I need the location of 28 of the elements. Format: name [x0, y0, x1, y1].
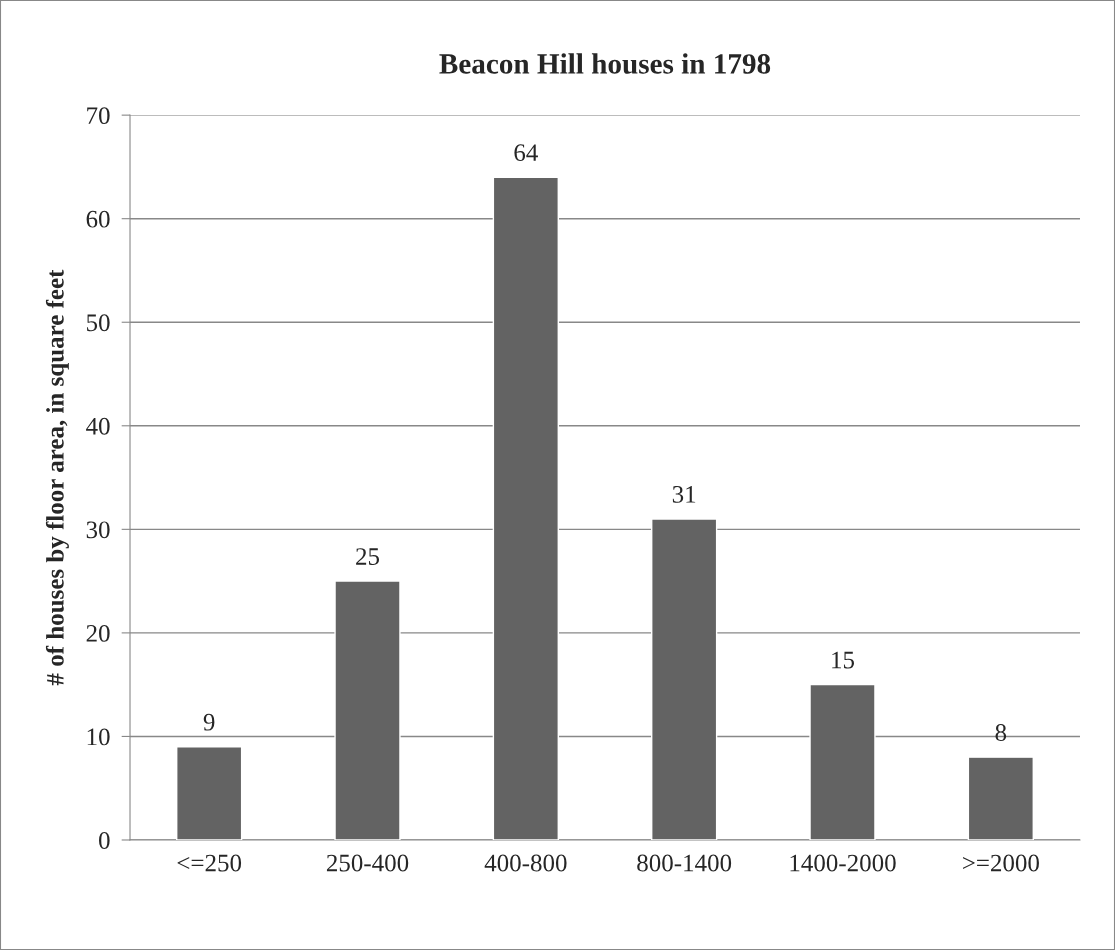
x-tick-label: 250-400	[326, 854, 409, 872]
bar	[651, 518, 718, 840]
y-tick-label: 40	[86, 417, 110, 435]
x-tick-label: 400-800	[484, 854, 567, 872]
y-tick-label: 50	[87, 314, 110, 332]
x-tick-label: <=250	[177, 854, 242, 872]
y-axis-title: # of houses by floor area, in square feet	[45, 269, 69, 686]
data-label: 8	[995, 724, 1007, 741]
y-tick-label: 10	[87, 728, 110, 746]
y-tick-label: 20	[86, 624, 110, 642]
y-tick-label: 60	[86, 210, 110, 228]
bar	[334, 580, 401, 840]
data-label: 25	[356, 548, 380, 565]
bar	[176, 746, 243, 840]
data-label: 64	[514, 144, 538, 162]
x-tick-label: >=2000	[963, 854, 1039, 872]
chart-title: Beacon Hill houses in 1798	[439, 53, 771, 74]
bar	[809, 683, 876, 840]
x-tick-label: 1400-2000	[790, 854, 896, 872]
data-label: 31	[672, 485, 696, 503]
bar	[967, 756, 1034, 840]
data-label: 9	[203, 713, 215, 731]
y-tick-label: 70	[87, 107, 110, 125]
y-tick-label: 0	[99, 832, 110, 849]
x-tick-label: 800-1400	[637, 854, 732, 872]
data-label: 15	[832, 651, 855, 669]
y-tick-label: 30	[86, 521, 110, 539]
bar	[492, 176, 559, 840]
